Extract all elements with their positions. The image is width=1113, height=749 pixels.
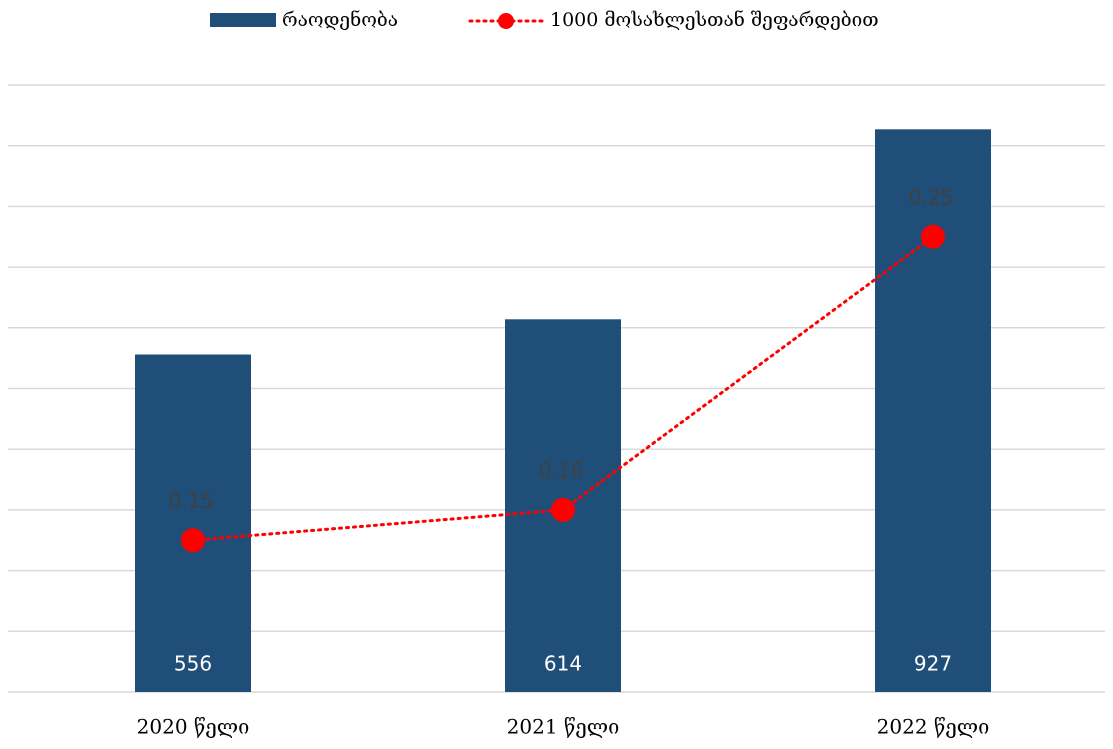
x-tick-label: 2022 წელი [877,715,990,739]
bar [875,129,991,692]
bar-value-label: 614 [544,652,582,676]
legend-label: 1000 მოსახლესთან შეფარდებით [550,9,879,31]
line-value-label: 0.16 [539,458,584,482]
line-marker [921,224,945,249]
line-value-label: 0.15 [169,489,214,513]
x-tick-label: 2021 წელი [507,715,620,739]
line-marker [551,497,575,522]
legend-swatch [210,13,276,27]
bar [135,354,251,692]
legend-label: რაოდენობა [282,9,398,31]
line-value-label: 0.25 [909,185,954,209]
bar-value-label: 927 [914,652,952,676]
x-tick-label: 2020 წელი [137,715,250,739]
bar-value-label: 556 [174,652,212,676]
line-marker [181,528,205,553]
legend-swatch-marker [498,13,514,29]
